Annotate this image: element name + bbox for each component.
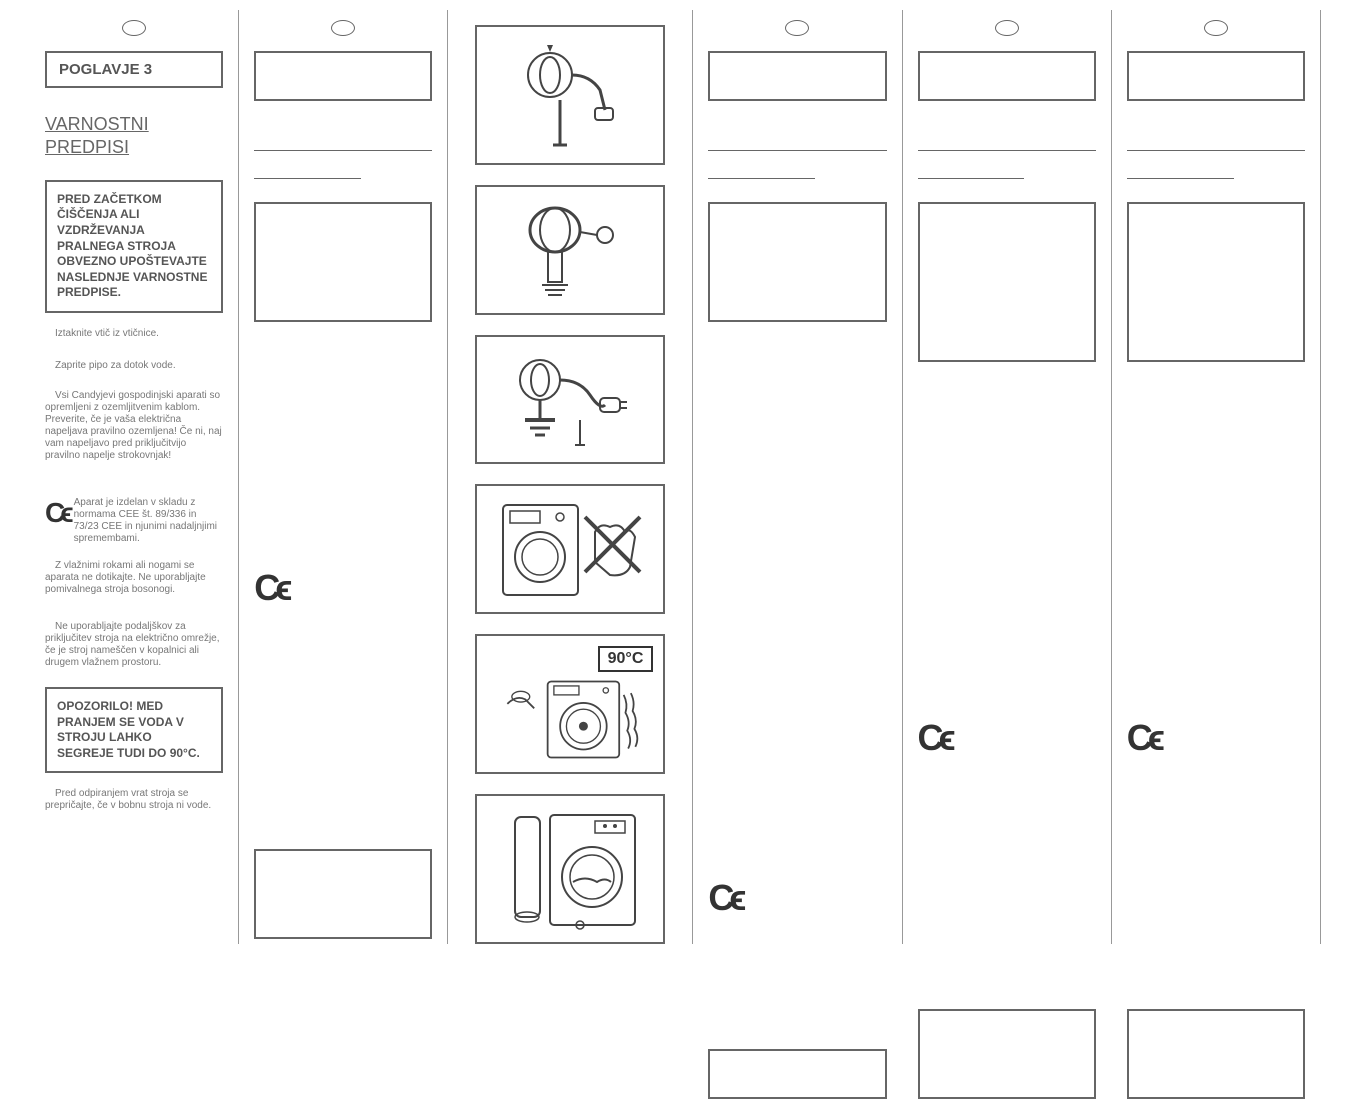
title-placeholder-line1: [1127, 131, 1305, 151]
chapter-placeholder: [254, 51, 432, 101]
chapter-heading: POGLAVJE 3: [45, 51, 223, 88]
paragraph-extension: Ne uporabljajte podaljškov za priključit…: [45, 621, 223, 669]
warning2-placeholder: [918, 1009, 1096, 1099]
no-touch-icon: [495, 497, 645, 602]
title-placeholder-line1: [708, 131, 886, 151]
chapter-placeholder: [1127, 51, 1305, 101]
column-2-blank: Cϵ: [239, 10, 448, 944]
warning-placeholder: [918, 202, 1096, 362]
door-icon: [495, 807, 645, 932]
ce-mark-icon: Cϵ: [708, 877, 741, 918]
ce-mark-icon: Cϵ: [254, 567, 287, 608]
binding-hole-icon: [122, 20, 146, 36]
paragraph-tap: Zaprite pipo za dotok vode.: [45, 360, 223, 372]
paragraph-door: Pred odpiranjem vrat stroja se prepričaj…: [45, 788, 223, 812]
close-tap-icon: [510, 200, 630, 300]
warning2-placeholder: [254, 849, 432, 939]
title-placeholder-line1: [918, 131, 1096, 151]
chapter-placeholder: [918, 51, 1096, 101]
column-1-slovenian: POGLAVJE 3 VARNOSTNI PREDPISI PRED ZAČET…: [30, 10, 239, 944]
column-6-blank: Cϵ: [1112, 10, 1321, 944]
warning-box-2: OPOZORILO! MED PRANJEM SE VODA V STROJU …: [45, 687, 223, 773]
warning2-placeholder: [708, 1049, 886, 1099]
ce-mark-icon: Cϵ: [45, 497, 69, 529]
temp-label: 90°C: [598, 646, 654, 672]
title-placeholder-line2: [918, 159, 1025, 179]
icon-door-water: [475, 794, 665, 944]
icon-unplug-tap: [475, 25, 665, 165]
chapter-placeholder: [708, 51, 886, 101]
ce-mark-icon: Cϵ: [1127, 717, 1160, 758]
icon-close-tap: [475, 185, 665, 315]
binding-hole-icon: [1204, 20, 1228, 36]
column-5-blank: Cϵ: [903, 10, 1112, 944]
hot-water-icon: [490, 677, 650, 762]
paragraph-unplug: Iztaknite vtič iz vtičnice.: [45, 328, 223, 340]
warning2-placeholder: [1127, 1009, 1305, 1099]
warning-box-1: PRED ZAČETKOM ČIŠČENJA ALI VZDRŽEVANJA P…: [45, 180, 223, 313]
section-title: VARNOSTNI PREDPISI: [45, 113, 223, 160]
column-4-blank: Cϵ: [693, 10, 902, 944]
binding-hole-icon: [331, 20, 355, 36]
warning-placeholder: [1127, 202, 1305, 362]
paragraph-earth: Vsi Candyjevi gospodinjski aparati so op…: [45, 390, 223, 462]
earth-icon: [505, 350, 635, 450]
title-placeholder-line2: [254, 159, 361, 179]
ce-text: Aparat je izdelan v skladu z normama CEE…: [74, 497, 224, 545]
icon-hot-water: 90°C: [475, 634, 665, 774]
column-icons: 90°C: [448, 10, 693, 944]
paragraph-wet-hands: Z vlažnimi rokami ali nogami se aparata …: [45, 560, 223, 596]
title-placeholder-line2: [708, 159, 815, 179]
icon-no-touch: [475, 484, 665, 614]
title-placeholder-line2: [1127, 159, 1234, 179]
ce-row: Cϵ Aparat je izdelan v skladu z normama …: [45, 497, 223, 545]
ce-mark-icon: Cϵ: [918, 717, 951, 758]
warning-placeholder: [708, 202, 886, 322]
binding-hole-icon: [785, 20, 809, 36]
icon-earth: [475, 335, 665, 465]
warning-placeholder: [254, 202, 432, 322]
tap-plug-icon: [505, 40, 635, 150]
title-placeholder-line1: [254, 131, 432, 151]
binding-hole-icon: [995, 20, 1019, 36]
